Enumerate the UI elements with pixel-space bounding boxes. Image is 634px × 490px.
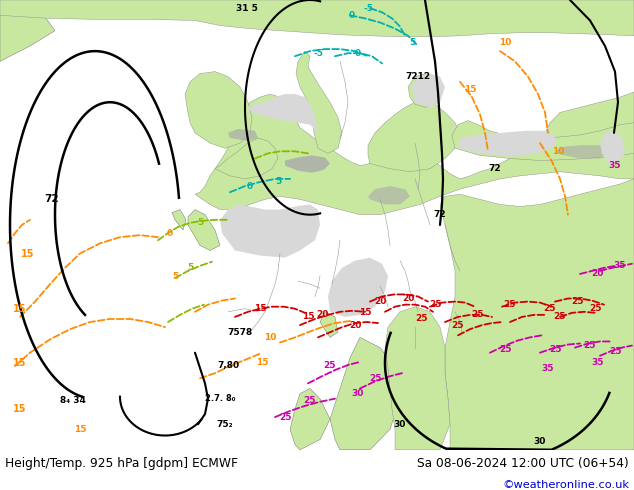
Text: 25: 25 xyxy=(472,310,484,319)
Text: 15: 15 xyxy=(463,85,476,95)
Text: 15: 15 xyxy=(302,313,314,321)
Polygon shape xyxy=(320,312,338,337)
Text: 0: 0 xyxy=(349,11,355,20)
Text: Sa 08-06-2024 12:00 UTC (06+54): Sa 08-06-2024 12:00 UTC (06+54) xyxy=(417,457,629,470)
Text: 25: 25 xyxy=(279,413,291,421)
Polygon shape xyxy=(185,72,252,148)
Polygon shape xyxy=(296,51,342,153)
Polygon shape xyxy=(452,121,634,161)
Text: 10: 10 xyxy=(264,333,276,342)
Text: 10: 10 xyxy=(499,38,511,48)
Text: 7578: 7578 xyxy=(228,328,252,337)
Polygon shape xyxy=(408,74,440,107)
Text: 72: 72 xyxy=(434,210,446,219)
Polygon shape xyxy=(172,210,186,230)
Text: ©weatheronline.co.uk: ©weatheronline.co.uk xyxy=(502,480,629,490)
Polygon shape xyxy=(0,0,634,37)
Text: 20: 20 xyxy=(591,270,603,278)
Polygon shape xyxy=(458,131,555,155)
Text: 15: 15 xyxy=(22,248,35,259)
Text: 15: 15 xyxy=(256,358,268,368)
Polygon shape xyxy=(248,94,318,133)
Text: 30: 30 xyxy=(534,437,546,446)
Text: 15: 15 xyxy=(13,358,27,368)
Text: 25: 25 xyxy=(549,345,561,354)
Polygon shape xyxy=(330,337,400,450)
Text: 25: 25 xyxy=(544,304,556,313)
Text: 25: 25 xyxy=(324,362,336,370)
Text: 20: 20 xyxy=(316,310,328,319)
Text: 25: 25 xyxy=(584,341,596,350)
Polygon shape xyxy=(0,0,55,61)
Text: 2.7. 8₀: 2.7. 8₀ xyxy=(205,394,235,403)
Polygon shape xyxy=(368,100,460,172)
Text: 35: 35 xyxy=(609,161,621,170)
Text: 20: 20 xyxy=(349,320,361,330)
Polygon shape xyxy=(215,138,278,179)
Text: 25: 25 xyxy=(553,313,566,321)
Polygon shape xyxy=(188,210,220,250)
Text: 25: 25 xyxy=(429,300,441,309)
Text: 25: 25 xyxy=(452,320,464,330)
Text: 72: 72 xyxy=(44,195,60,204)
Text: 25: 25 xyxy=(504,300,516,309)
Text: 30: 30 xyxy=(394,420,406,429)
Text: -5: -5 xyxy=(313,49,323,58)
Polygon shape xyxy=(368,186,410,204)
Text: 15: 15 xyxy=(13,304,27,314)
Text: 30: 30 xyxy=(352,389,364,398)
Text: 20: 20 xyxy=(374,297,386,306)
Polygon shape xyxy=(220,204,320,258)
Text: 72: 72 xyxy=(489,164,501,173)
Text: 5: 5 xyxy=(187,263,193,272)
Text: 35: 35 xyxy=(614,261,626,270)
Polygon shape xyxy=(385,307,450,450)
Text: 0: 0 xyxy=(355,49,361,58)
Polygon shape xyxy=(228,129,258,141)
Polygon shape xyxy=(290,389,330,450)
Text: 25: 25 xyxy=(416,315,428,323)
Text: 15: 15 xyxy=(359,308,372,318)
Text: 25: 25 xyxy=(572,297,585,306)
Text: 15: 15 xyxy=(254,304,266,313)
Text: 25: 25 xyxy=(304,396,316,405)
Polygon shape xyxy=(600,131,625,164)
Text: 31 5: 31 5 xyxy=(236,4,258,13)
Text: 25: 25 xyxy=(369,374,381,383)
Text: 5: 5 xyxy=(275,177,281,187)
Text: 0: 0 xyxy=(167,229,173,238)
Polygon shape xyxy=(285,155,330,173)
Text: 15: 15 xyxy=(13,404,27,414)
Text: 75₂: 75₂ xyxy=(217,420,233,429)
Text: -5: -5 xyxy=(363,4,373,13)
Text: 25: 25 xyxy=(499,345,511,354)
Polygon shape xyxy=(328,258,388,317)
Text: 5: 5 xyxy=(172,271,178,281)
Text: 10: 10 xyxy=(552,147,564,156)
Text: 8₄ 34: 8₄ 34 xyxy=(60,396,86,405)
Text: 0: 0 xyxy=(247,182,253,191)
Polygon shape xyxy=(195,92,634,215)
Polygon shape xyxy=(440,179,634,450)
Text: 25: 25 xyxy=(609,347,621,356)
Text: 5: 5 xyxy=(409,38,415,48)
Text: 25: 25 xyxy=(589,304,601,313)
Text: 20: 20 xyxy=(402,294,414,303)
Text: 35: 35 xyxy=(592,358,604,368)
Text: 7212: 7212 xyxy=(405,72,430,81)
Text: Height/Temp. 925 hPa [gdpm] ECMWF: Height/Temp. 925 hPa [gdpm] ECMWF xyxy=(5,457,238,470)
Text: 5: 5 xyxy=(197,219,203,227)
Text: 35: 35 xyxy=(541,364,554,372)
Text: 7,80: 7,80 xyxy=(217,362,239,370)
Polygon shape xyxy=(412,74,445,107)
Polygon shape xyxy=(555,145,610,158)
Text: 15: 15 xyxy=(74,425,86,434)
